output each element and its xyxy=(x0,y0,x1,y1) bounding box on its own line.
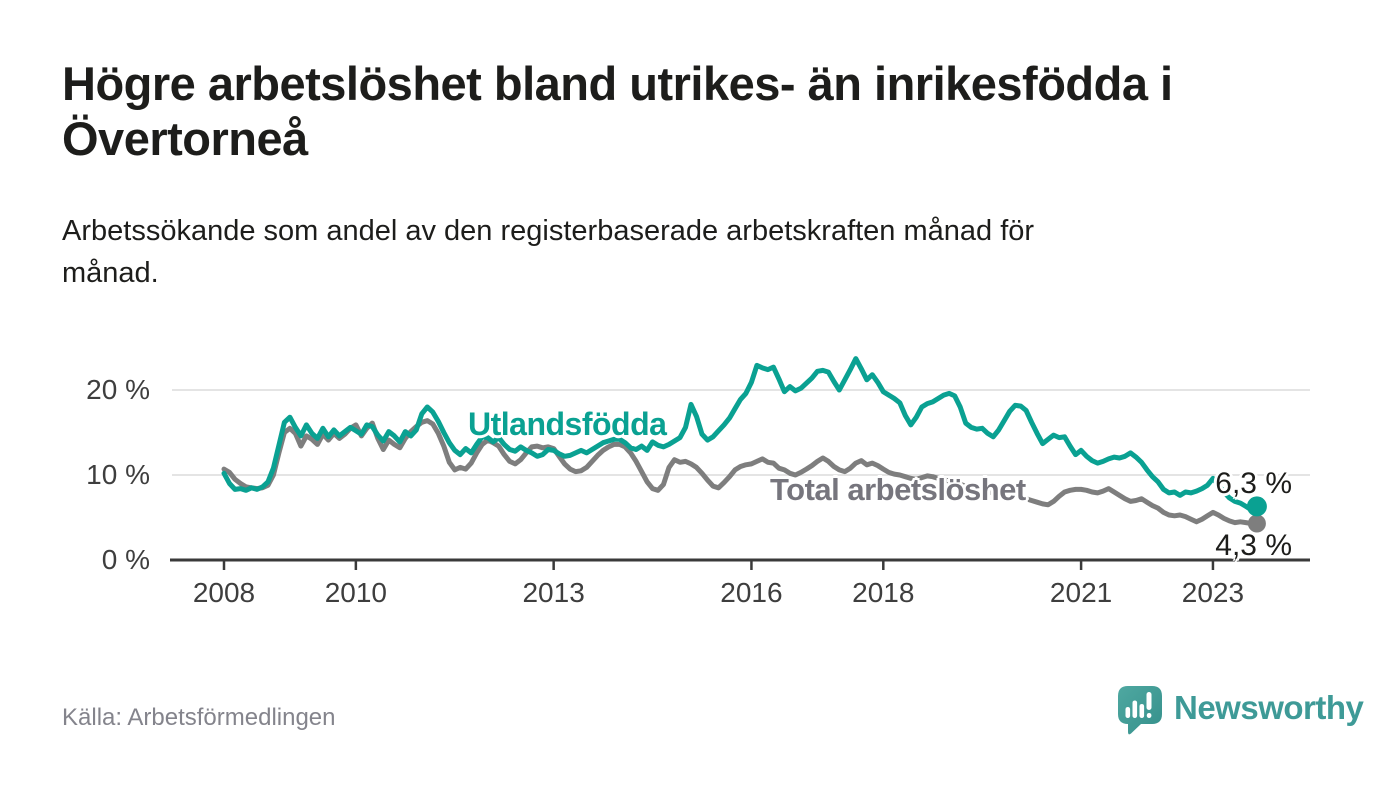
x-axis-label-2016: 2016 xyxy=(720,577,783,608)
end-dot-total-arbetsl-shet xyxy=(1247,514,1266,533)
y-axis-label-10: 10 % xyxy=(86,459,150,490)
newsworthy-speech-bubble-icon xyxy=(1118,686,1162,735)
x-axis-label-2023: 2023 xyxy=(1181,577,1245,608)
series-label-utlandsfodda: Utlandsfödda xyxy=(468,406,667,442)
exclamation-stem xyxy=(1146,692,1152,710)
end-value-label-utlandsfodda: 6,3 % xyxy=(1215,467,1292,500)
x-axis-label-2008: 2008 xyxy=(192,577,256,608)
bar-chart-glyph xyxy=(1125,692,1152,718)
series-line-total-arbetsl-shet xyxy=(221,418,1260,526)
page-subtitle: Arbetssökande som andel av den registerb… xyxy=(62,215,1035,289)
page-title: Högre arbetslöshet bland utrikes- än inr… xyxy=(62,57,1173,165)
series-line-utlandsf-dda xyxy=(221,356,1260,513)
brand-logo: Newsworthy xyxy=(1116,684,1364,740)
x-axis-label-2013: 2013 xyxy=(522,577,585,608)
source-note: Källa: Arbetsförmedlingen xyxy=(62,704,336,731)
end-value-label-total: 4,3 % xyxy=(1215,529,1292,562)
x-axis-label-2021: 2021 xyxy=(1049,577,1113,608)
x-axis-label-2010: 2010 xyxy=(324,577,387,608)
exclamation-dot xyxy=(1146,713,1152,718)
series-label-total-arbetsloshet: Total arbetslöshet xyxy=(770,472,1026,507)
end-dot-utlandsf-dda xyxy=(1246,496,1267,517)
y-axis-label-20: 20 % xyxy=(86,374,150,405)
y-axis-label-0: 0 % xyxy=(101,544,150,575)
brand-name: Newsworthy xyxy=(1174,689,1364,726)
x-axis-label-2018: 2018 xyxy=(852,577,915,608)
